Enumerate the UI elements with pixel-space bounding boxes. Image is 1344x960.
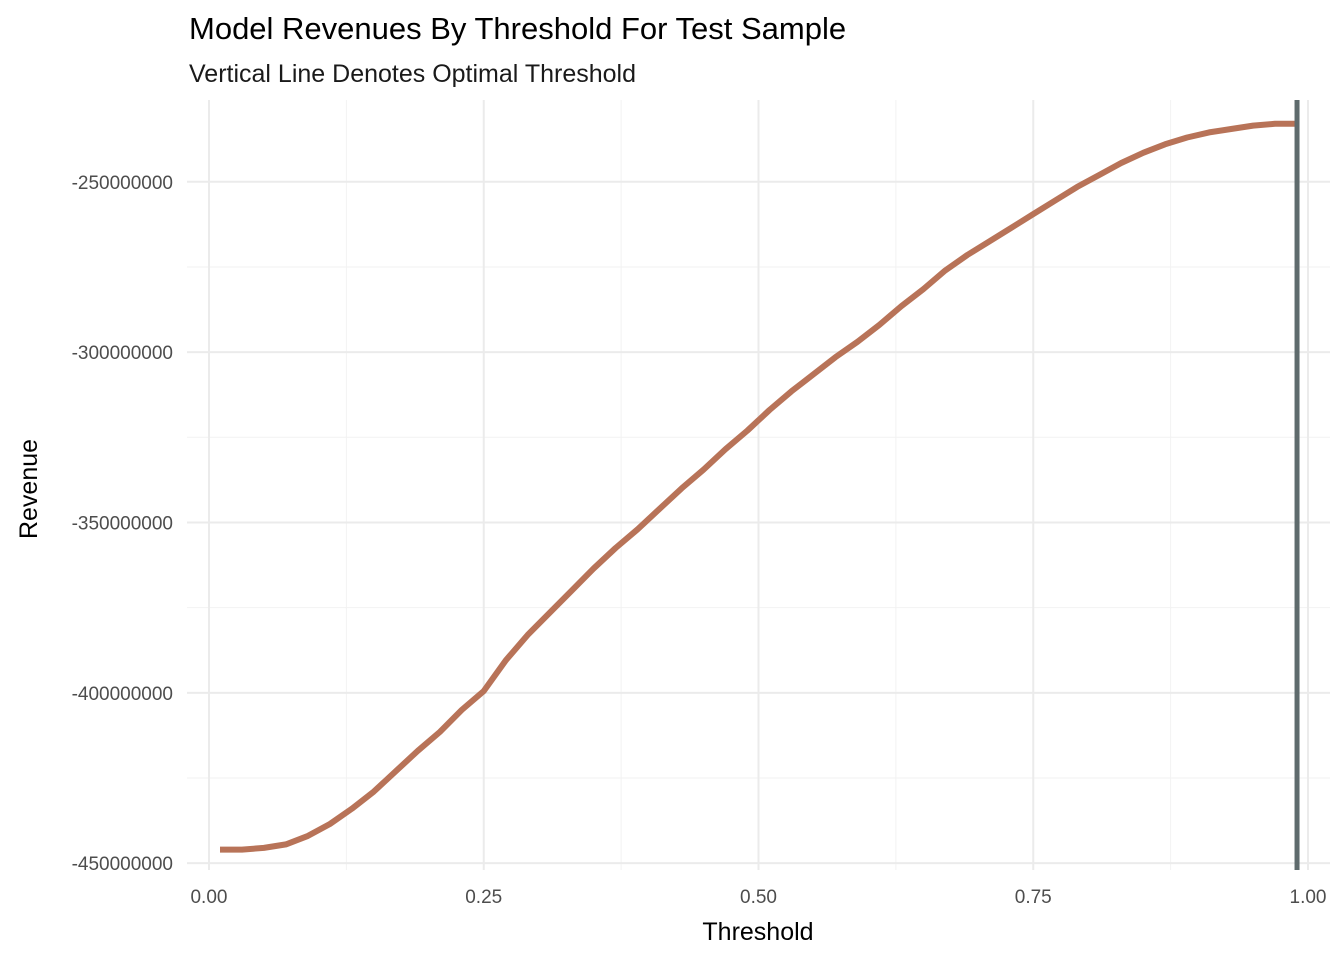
y-tick-label: -400000000 [72,684,173,705]
revenue-series-line [220,120,1297,853]
x-axis-title: Threshold [702,918,813,946]
y-axis-ticks: -450000000 -400000000 -350000000 -300000000… [72,173,173,875]
x-tick-label: 0.50 [740,887,777,908]
y-tick-label: -350000000 [72,513,173,534]
chart-subtitle: Vertical Line Denotes Optimal Threshold [189,60,636,88]
series-layer [220,120,1297,853]
x-tick-label: 0.00 [190,887,227,908]
x-tick-label: 0.25 [465,887,502,908]
x-axis-ticks: 0.00 0.25 0.50 0.75 1.00 [190,887,1326,908]
grid-lines [187,100,1330,870]
chart-title: Model Revenues By Threshold For Test Sam… [189,11,847,46]
x-tick-label: 1.00 [1290,887,1327,908]
y-axis-title: Revenue [15,439,43,539]
y-tick-label: -300000000 [72,343,173,364]
y-tick-label: -250000000 [72,173,173,194]
x-tick-label: 0.75 [1015,887,1052,908]
y-tick-label: -450000000 [72,854,173,875]
